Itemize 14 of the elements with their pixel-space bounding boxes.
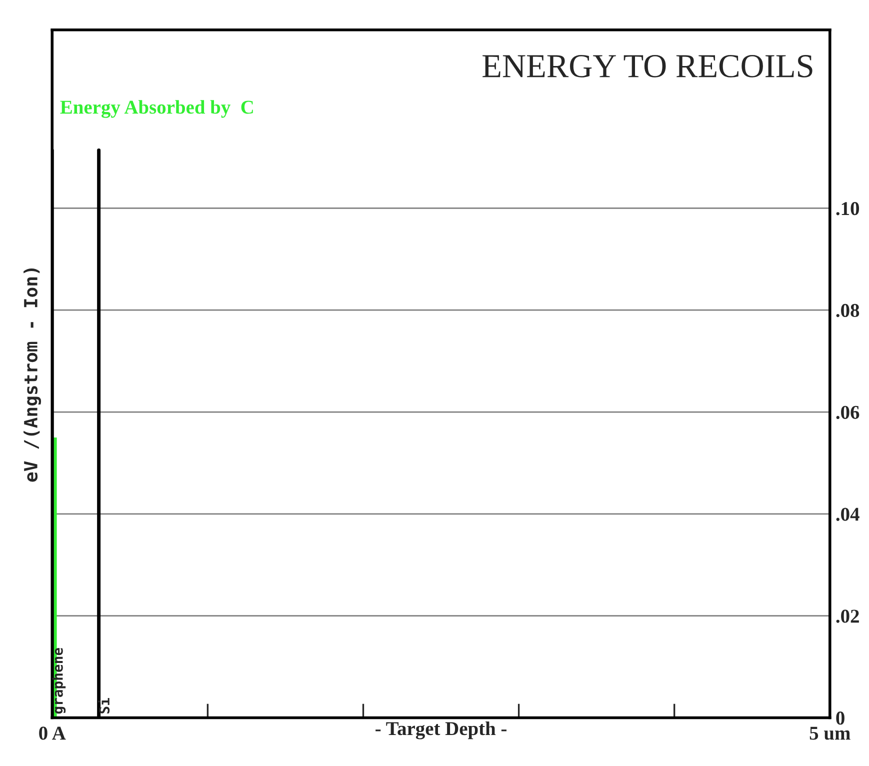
text: ENERGY TO RECOILS: [482, 55, 812, 78]
y-tick-label: 0: [836, 712, 844, 725]
text: Energy Absorbed by C: [60, 100, 253, 118]
y-tick-label: .06: [836, 406, 860, 420]
y-tick-label: .04: [836, 508, 860, 521]
y-tick-label: .02: [836, 610, 859, 623]
y-tick-label: .10: [836, 202, 860, 216]
y-axis-title: eV /(Angstrom - Ion): [24, 268, 42, 482]
ref-line-label: graphene: [52, 648, 66, 714]
ref-line-label: Si: [98, 698, 110, 714]
x-tick-label: 0 A: [39, 726, 66, 740]
x-tick-label: 5 um: [810, 726, 850, 740]
y-tick-label: .08: [836, 304, 860, 318]
x-axis-title: - Target Depth -: [376, 721, 506, 740]
